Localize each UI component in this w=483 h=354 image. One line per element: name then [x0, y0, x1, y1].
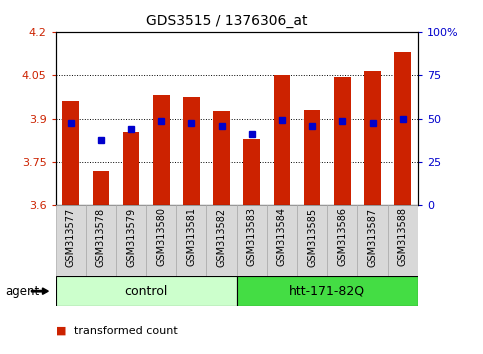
Bar [207, 205, 237, 276]
Text: ■: ■ [56, 326, 66, 336]
Bar [116, 205, 146, 276]
Bar [243, 139, 260, 205]
Bar [395, 52, 411, 205]
Text: GSM313583: GSM313583 [247, 207, 257, 267]
Text: control: control [125, 285, 168, 298]
Bar [237, 205, 267, 276]
Bar [297, 205, 327, 276]
Text: GSM313580: GSM313580 [156, 207, 166, 267]
Bar [56, 276, 237, 306]
Text: GSM313585: GSM313585 [307, 207, 317, 267]
Text: GSM313587: GSM313587 [368, 207, 378, 267]
Text: transformed count: transformed count [74, 326, 178, 336]
Bar [327, 205, 357, 276]
Bar [123, 132, 139, 205]
Bar [62, 101, 79, 205]
Bar [364, 71, 381, 205]
Text: GSM313584: GSM313584 [277, 207, 287, 267]
Bar [237, 276, 418, 306]
Bar [357, 205, 388, 276]
Bar [388, 205, 418, 276]
Text: GSM313578: GSM313578 [96, 207, 106, 267]
Bar [334, 77, 351, 205]
Bar [56, 205, 86, 276]
Bar [146, 205, 176, 276]
Bar [213, 112, 230, 205]
Bar [183, 97, 199, 205]
Text: GSM313579: GSM313579 [126, 207, 136, 267]
Text: GSM313577: GSM313577 [66, 207, 76, 267]
Bar [176, 205, 207, 276]
Text: GSM313586: GSM313586 [337, 207, 347, 267]
Bar [304, 110, 320, 205]
Bar [153, 96, 170, 205]
Text: GSM313581: GSM313581 [186, 207, 197, 267]
Bar [267, 205, 297, 276]
Bar [93, 171, 109, 205]
Bar [274, 75, 290, 205]
Text: GSM313582: GSM313582 [216, 207, 227, 267]
Text: GSM313588: GSM313588 [398, 207, 408, 267]
Text: htt-171-82Q: htt-171-82Q [289, 285, 365, 298]
Bar [86, 205, 116, 276]
Text: GDS3515 / 1376306_at: GDS3515 / 1376306_at [146, 14, 308, 28]
Text: agent: agent [5, 285, 39, 298]
